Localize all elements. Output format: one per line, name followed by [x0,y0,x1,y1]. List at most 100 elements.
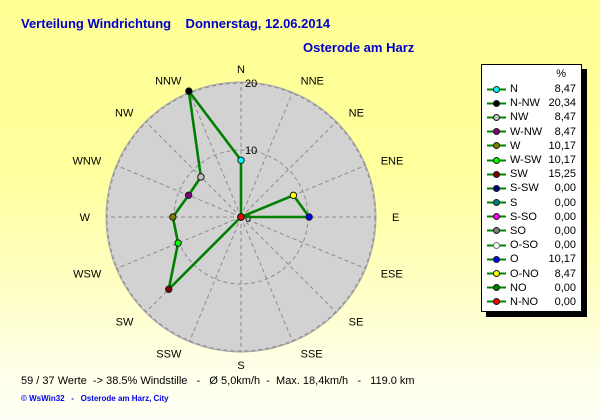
data-point-marker [184,191,193,199]
series-marker-icon [487,199,506,207]
legend-item: S-SW 0,00 [482,181,581,195]
series-marker-icon [487,298,506,306]
data-point-marker [174,239,182,247]
direction-label: N [237,64,245,76]
legend-item-label: W-SW [510,154,542,167]
direction-label: S [237,360,244,372]
legend-item-label: NO [510,281,527,294]
legend-item-value: 10,17 [548,154,576,167]
legend-item-label: O-NO [510,267,539,280]
legend-item: N-NO 0,00 [482,295,581,309]
series-marker-icon [487,170,506,178]
legend-item-label: S-SW [510,182,539,195]
direction-label: SSW [156,349,182,361]
ring-tick-label: 20 [245,78,257,90]
legend-item-value: 15,25 [548,168,576,181]
copyright-line: © WsWin32 - Osterode am Harz, City [21,394,169,403]
legend-item-label: N [510,83,518,96]
page-title: Verteilung Windrichtung Donnerstag, 12.0… [21,16,331,31]
legend-item-value: 8,47 [554,267,576,280]
series-marker-icon [487,184,506,192]
legend-item-value: 10,17 [548,253,576,266]
legend-item-value: 20,34 [548,97,576,110]
legend-item-value: 0,00 [554,295,576,308]
data-point-marker [237,213,245,221]
data-point-marker [169,213,177,221]
legend-item: O-SO 0,00 [482,238,581,252]
legend-item-value: 8,47 [554,111,576,124]
legend-item-value: 8,47 [554,83,576,96]
legend-item-label: SW [510,168,528,181]
legend-item: SO 0,00 [482,224,581,238]
series-marker-icon [487,156,506,164]
direction-label: SE [349,317,364,329]
series-marker-icon [487,128,506,136]
data-point-marker [165,285,173,293]
direction-label: E [392,212,399,224]
legend-item-value: 8,47 [554,125,576,138]
stats-line: 59 / 37 Werte -> 38.5% Windstille - Ø 5,… [21,375,415,387]
legend-item-label: SO [510,224,526,237]
direction-label: WSW [73,269,102,281]
series-marker-icon [487,241,506,249]
legend-item: NO 0,00 [482,281,581,295]
series-marker-icon [487,213,506,221]
legend-item: N-NW 20,34 [482,96,581,110]
legend-item-value: 10,17 [548,139,576,152]
legend-item-value: 0,00 [554,281,576,294]
data-point-marker [305,213,313,221]
legend-item: W-NW 8,47 [482,125,581,139]
direction-label: SSE [301,349,323,361]
wind-rose-polygon [167,89,311,291]
legend-item-label: S [510,196,518,209]
series-marker-icon [487,142,506,150]
data-point-marker [289,191,298,199]
legend-item-value: 0,00 [554,210,576,223]
legend-item-value: 0,00 [554,224,576,237]
legend-item-value: 0,00 [554,196,576,209]
legend-item: SW 15,25 [482,167,581,181]
series-marker-icon [487,85,506,93]
legend-item: O 10,17 [482,252,581,266]
series-marker-icon [487,99,506,107]
legend-item: NW 8,47 [482,110,581,124]
direction-label: SW [116,317,134,329]
legend-item: W 10,17 [482,139,581,153]
legend-item: S-SO 0,00 [482,210,581,224]
series-marker-icon [487,255,506,263]
legend-box: % N 8,47 N-NW 20,34 NW 8,47 W-NW 8,47 W 10,17 W-SW… [481,64,582,312]
legend-item-value: 0,00 [554,182,576,195]
direction-label: WNW [73,155,102,167]
location-subtitle: Osterode am Harz [303,40,415,55]
series-marker-icon [487,113,506,121]
legend-item-label: W-NW [510,125,543,138]
direction-label: NNW [155,75,182,87]
direction-label: ENE [381,155,404,167]
legend-rows: N 8,47 N-NW 20,34 NW 8,47 W-NW 8,47 W 10,17 W-SW 10… [482,82,581,309]
legend-item-label: NW [510,111,529,124]
legend-header-percent: % [556,68,566,80]
direction-label: NW [115,107,134,119]
direction-label: NNE [301,75,324,87]
series-marker-icon [487,284,506,292]
ring-tick-label: 0 [245,213,251,225]
legend-item-label: O [510,253,519,266]
direction-label: W [80,212,91,224]
direction-label: ESE [381,269,403,281]
legend-item-label: S-SO [510,210,537,223]
legend-item: S 0,00 [482,196,581,210]
legend-item: W-SW 10,17 [482,153,581,167]
series-marker-icon [487,270,506,278]
data-point-marker [185,87,193,95]
legend-item-label: N-NO [510,295,539,308]
legend-item: N 8,47 [482,82,581,96]
legend-item-label: W [510,139,521,152]
legend-item-value: 0,00 [554,239,576,252]
direction-label: NE [349,107,364,119]
data-point-marker [197,173,205,181]
ring-tick-label: 10 [245,145,257,157]
data-point-marker [237,156,245,164]
legend-item: O-NO 8,47 [482,266,581,280]
